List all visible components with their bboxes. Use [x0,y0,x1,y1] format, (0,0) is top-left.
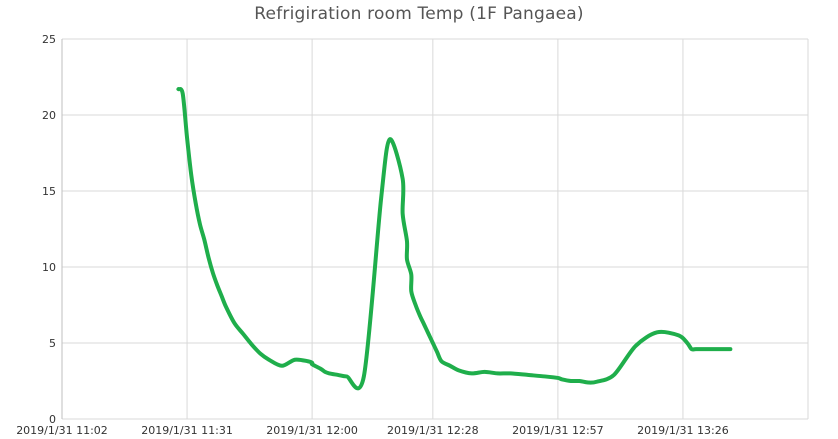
x-tick-label: 2019/1/31 12:28 [387,424,479,437]
temperature-series-line [176,86,733,391]
x-tick-label: 2019/1/31 11:02 [16,424,108,437]
series-layer [176,86,733,391]
y-axis-tick-labels: 0 5 10 15 20 25 [42,33,56,426]
y-tick-label: 10 [42,261,56,274]
grid-lines [61,38,809,420]
x-tick-label: 2019/1/31 13:26 [637,424,729,437]
y-tick-label: 25 [42,33,56,46]
x-tick-label: 2019/1/31 12:00 [266,424,358,437]
y-tick-label: 15 [42,185,56,198]
chart-title: Refrigiration room Temp (1F Pangaea) [254,4,584,24]
x-tick-label: 2019/1/31 12:57 [512,424,604,437]
y-tick-label: 20 [42,109,56,122]
x-axis-tick-labels: 2019/1/31 11:02 2019/1/31 11:31 2019/1/31 … [16,424,729,437]
y-tick-label: 5 [49,337,56,350]
x-tick-label: 2019/1/31 11:31 [141,424,233,437]
y-tick-label: 0 [49,413,56,426]
